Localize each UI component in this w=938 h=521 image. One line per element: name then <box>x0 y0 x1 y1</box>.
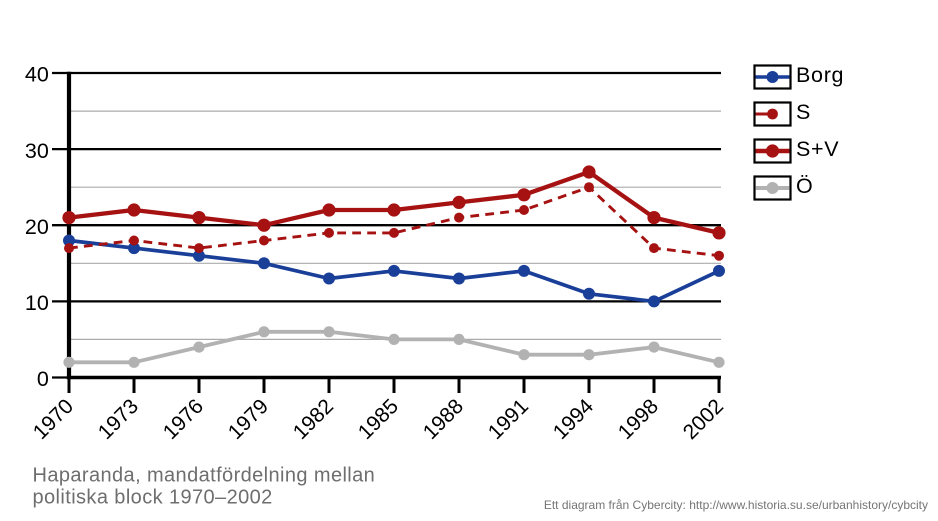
svg-text:30: 30 <box>25 139 49 163</box>
svg-text:S: S <box>796 100 811 124</box>
svg-text:40: 40 <box>25 63 49 87</box>
svg-text:0: 0 <box>37 367 49 391</box>
svg-text:10: 10 <box>25 291 49 315</box>
svg-text:Borg: Borg <box>796 63 844 87</box>
svg-text:Ett diagram från Cybercity: ht: Ett diagram från Cybercity: http://www.h… <box>544 498 928 512</box>
svg-text:politiska block 1970–2002: politiska block 1970–2002 <box>33 487 273 509</box>
svg-text:20: 20 <box>25 215 49 239</box>
svg-text:Ö: Ö <box>796 174 813 198</box>
svg-text:Haparanda, mandatfördelning me: Haparanda, mandatfördelning mellan <box>33 465 376 487</box>
svg-text:S+V: S+V <box>796 137 839 161</box>
